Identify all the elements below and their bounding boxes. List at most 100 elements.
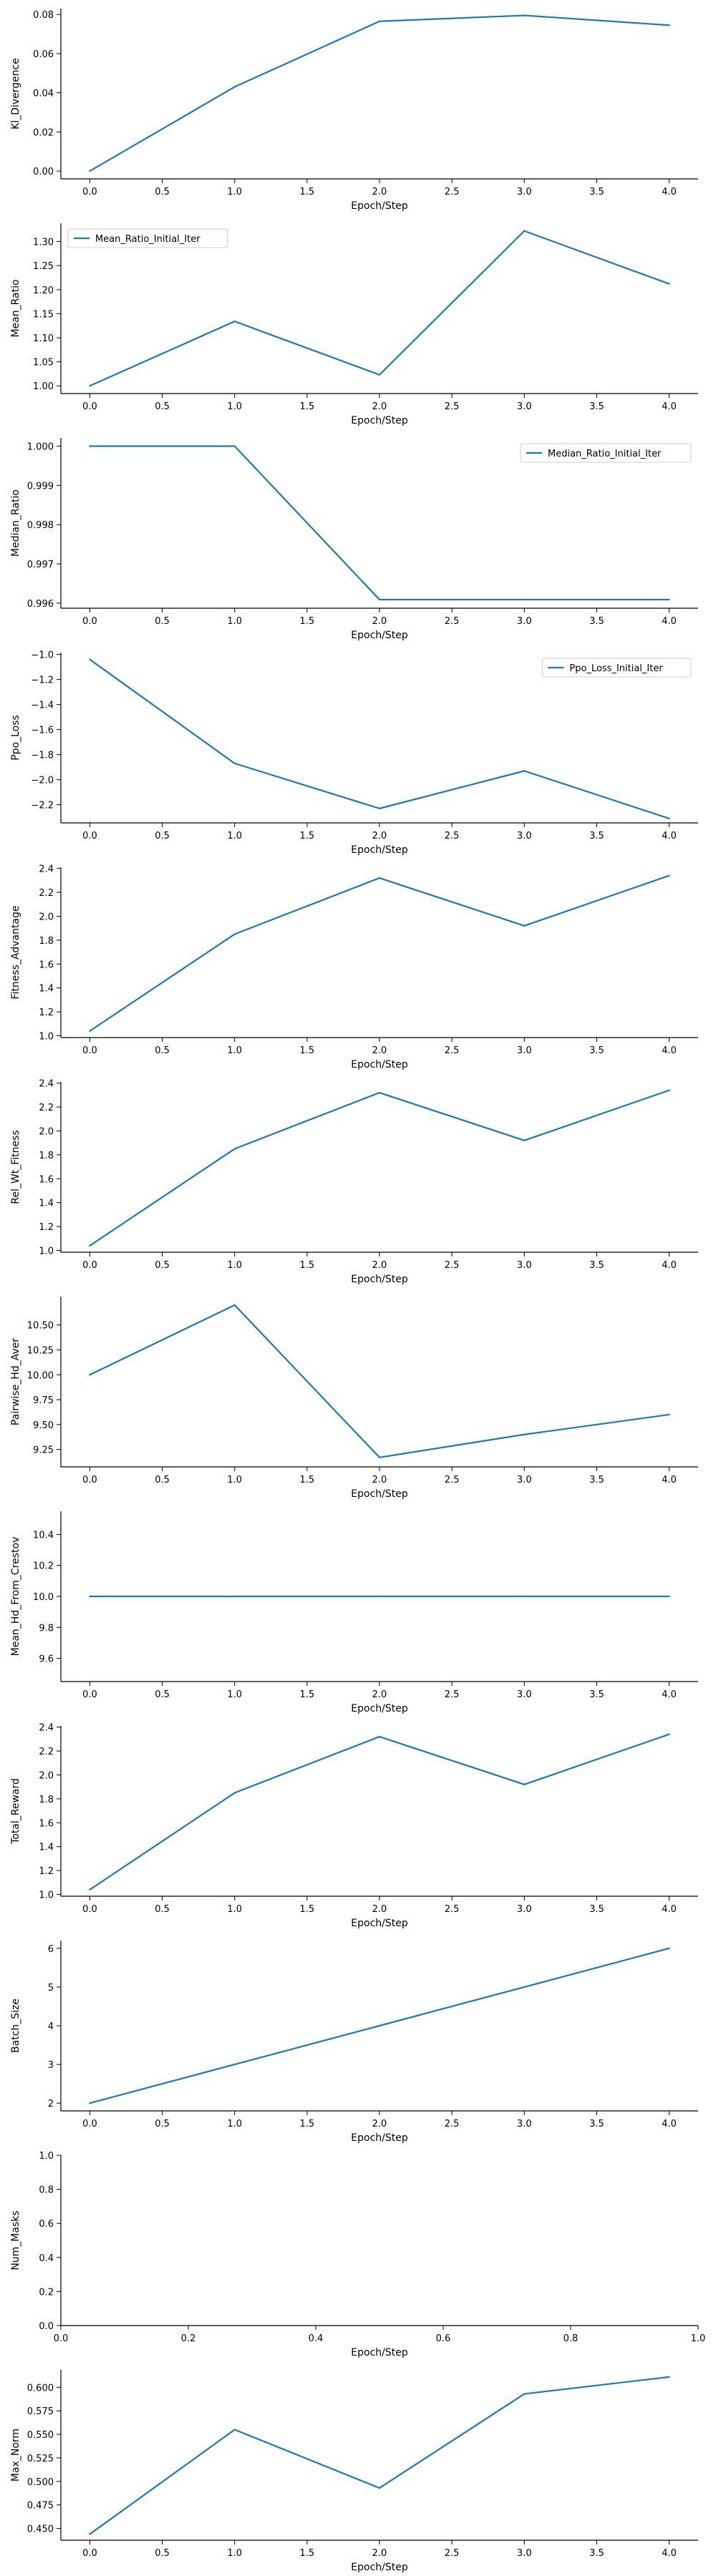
series-line (89, 14, 669, 172)
legend-label: Mean_Ratio_Initial_Iter (95, 234, 200, 245)
x-tick-label: 1.5 (300, 831, 315, 841)
x-tick-label: 4.0 (662, 1475, 677, 1485)
x-tick-label: 1.0 (227, 2119, 242, 2129)
y-tick-label: 0.500 (27, 2477, 54, 2488)
y-tick-label: 1.6 (39, 1818, 54, 1829)
x-axis-label: Epoch/Step (351, 2562, 408, 2573)
series-line (90, 445, 669, 601)
x-tick-label: 0.2 (181, 2333, 196, 2344)
chart-panel-6: 0.0 0.5 1.0 1.5 2.0 2.5 3.0 3.5 4.0 1.0 1.2 1.4 1.6 1… (10, 1079, 698, 1285)
x-tick-label: 3.0 (517, 1260, 532, 1271)
x-tick-label: 1.5 (300, 187, 315, 197)
x-tick-label: 1.5 (300, 616, 315, 627)
data-point (523, 598, 526, 601)
x-tick-label: 4.0 (662, 187, 677, 197)
data-point (523, 1433, 526, 1435)
x-tick-label: 3.5 (589, 1475, 604, 1485)
y-tick-label: 0.550 (27, 2430, 54, 2441)
x-tick-label: 2.0 (372, 616, 387, 627)
y-tick-label: 2.4 (39, 1723, 54, 1734)
y-tick-label: 0.475 (27, 2501, 54, 2512)
series-line (89, 1733, 669, 1890)
data-point (89, 1374, 91, 1376)
data-point (233, 1304, 236, 1307)
x-axis-label: Epoch/Step (351, 200, 408, 212)
x-tick-label: 4.0 (662, 1689, 677, 1700)
y-axis-label: Rel_Wt_Fitness (10, 1130, 21, 1204)
y-tick-label: 2.0 (39, 1770, 54, 1781)
x-tick-label: 3.0 (517, 1045, 532, 1056)
y-tick-label: 1.6 (39, 960, 54, 970)
x-tick-label: 2.0 (372, 401, 387, 412)
x-tick-label: 3.0 (517, 616, 532, 627)
y-tick-label: 1.05 (33, 358, 54, 369)
x-tick-label: 2.5 (445, 1689, 460, 1700)
y-tick-label: 1.2 (39, 1866, 54, 1877)
data-point (523, 1139, 526, 1142)
x-tick-label: 0.5 (155, 401, 170, 412)
y-axis-label: Median_Ratio (10, 489, 21, 557)
x-tick-label: 2.5 (445, 401, 460, 412)
x-tick-label: 1.0 (227, 1904, 242, 1915)
y-axis-label: Batch_Size (10, 1999, 21, 2053)
y-tick-label: 1.10 (33, 333, 54, 344)
y-tick-label: 3 (48, 2060, 54, 2071)
data-point (233, 1595, 236, 1598)
y-tick-label: 1.25 (33, 261, 54, 272)
y-tick-label: 1.4 (39, 1843, 54, 1853)
data-point (233, 1148, 236, 1150)
y-tick-label: 0.997 (27, 560, 54, 570)
data-point (89, 1888, 91, 1891)
x-tick-label: 0.0 (82, 1904, 97, 1915)
x-tick-label: 1.0 (227, 1689, 242, 1700)
x-tick-label: 2.5 (445, 2548, 460, 2559)
y-tick-label: −2.2 (31, 801, 54, 811)
data-point (89, 385, 91, 387)
y-tick-label: 9.8 (39, 1623, 54, 1634)
legend: Median_Ratio_Initial_Iter (520, 443, 692, 463)
data-point (233, 762, 236, 765)
chart-panel-4: 0.0 0.5 1.0 1.5 2.0 2.5 3.0 3.5 4.0 −2.2 −2.0 −1.8 −… (10, 650, 698, 856)
y-tick-label: 10.00 (27, 1370, 54, 1381)
y-tick-label: 1.0 (39, 1890, 54, 1901)
y-tick-label: 0.999 (27, 481, 54, 492)
data-point (378, 20, 381, 22)
x-tick-label: 3.0 (517, 1904, 532, 1915)
x-tick-label: 0.6 (436, 2333, 451, 2344)
y-tick-label: 0.450 (27, 2524, 54, 2535)
x-tick-label: 1.5 (300, 2548, 315, 2559)
x-tick-label: 1.0 (227, 616, 242, 627)
chart-panel-2: 0.0 0.5 1.0 1.5 2.0 2.5 3.0 3.5 4.0 1.00 1.05 1.10 1… (10, 223, 698, 426)
x-axis-label: Epoch/Step (351, 844, 408, 856)
y-tick-label: 4 (48, 2021, 54, 2032)
y-tick-label: 0.998 (27, 520, 54, 531)
y-tick-label: 2.4 (39, 1079, 54, 1090)
x-tick-label: 3.5 (589, 187, 604, 197)
x-tick-label: 3.5 (589, 2548, 604, 2559)
y-tick-label: 5 (48, 1983, 54, 1994)
x-tick-label: 4.0 (662, 831, 677, 841)
y-tick-label: 0.6 (39, 2219, 54, 2230)
x-tick-label: 2.0 (372, 1904, 387, 1915)
data-point (378, 598, 381, 601)
y-tick-label: −2.0 (31, 776, 54, 786)
x-tick-label: 1.5 (300, 2119, 315, 2129)
x-tick-label: 0.0 (82, 2119, 97, 2129)
x-tick-label: 0.5 (155, 2548, 170, 2559)
x-tick-label: 3.0 (517, 831, 532, 841)
y-tick-label: 1.15 (33, 309, 54, 320)
data-point (378, 1456, 381, 1458)
y-tick-label: 0.996 (27, 599, 54, 610)
legend-label: Median_Ratio_Initial_Iter (548, 449, 662, 459)
y-tick-label: 1.0 (39, 1031, 54, 1042)
data-point (233, 86, 236, 88)
data-point (668, 874, 670, 877)
x-tick-label: 0.0 (82, 401, 97, 412)
x-tick-label: 0.5 (155, 616, 170, 627)
data-point (89, 2533, 91, 2535)
x-tick-label: 3.5 (589, 2119, 604, 2129)
data-point (378, 1595, 381, 1598)
x-tick-label: 0.5 (155, 1260, 170, 1271)
x-tick-label: 3.0 (517, 401, 532, 412)
y-tick-label: 2 (48, 2099, 54, 2109)
